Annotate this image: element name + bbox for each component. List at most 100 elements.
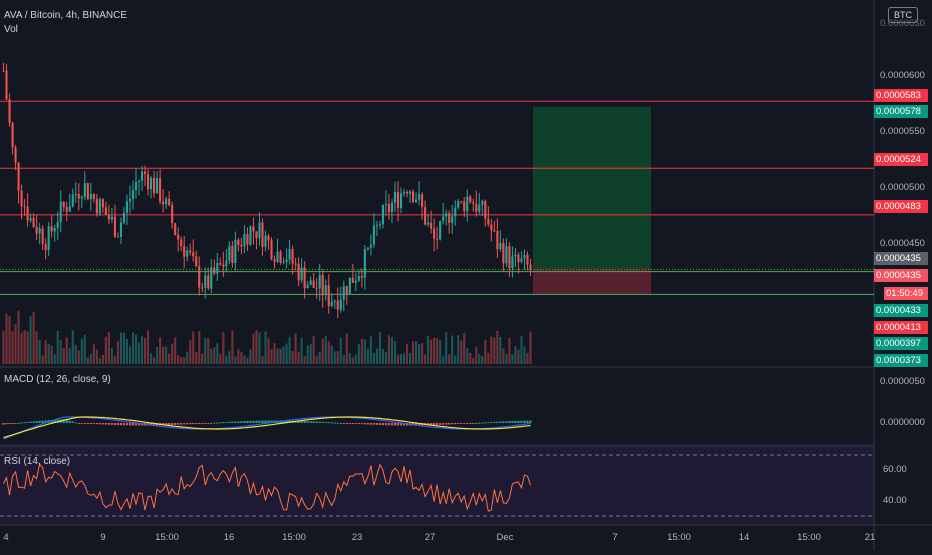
- macd-histogram-bar: [125, 423, 129, 426]
- candle-body: [396, 192, 400, 208]
- macd-histogram-bar: [366, 423, 369, 425]
- candle-body: [231, 245, 234, 263]
- volume-label[interactable]: Vol: [4, 24, 18, 35]
- macd-histogram-bar: [360, 423, 363, 425]
- volume-bar: [177, 355, 180, 364]
- macd-histogram-bar: [104, 423, 107, 425]
- candle-body: [101, 199, 104, 208]
- volume-bar: [445, 332, 448, 364]
- volume-bar: [14, 324, 17, 364]
- macd-histogram-bar: [330, 422, 333, 424]
- macd-histogram-bar: [508, 421, 511, 423]
- volume-bar: [92, 344, 95, 364]
- candle-body: [258, 222, 261, 238]
- macd-histogram-bar: [74, 422, 77, 424]
- macd-histogram-bar: [526, 420, 529, 423]
- candle-body: [517, 254, 520, 263]
- macd-label[interactable]: MACD (12, 26, close, 9): [4, 374, 111, 385]
- macd-histogram-bar: [207, 423, 210, 424]
- candle-body: [345, 286, 348, 295]
- rsi-label[interactable]: RSI (14, close): [4, 456, 71, 467]
- candle-body: [104, 207, 107, 215]
- stop-zone: [533, 268, 651, 295]
- time-tick: 15:00: [155, 532, 179, 543]
- volume-bar: [523, 346, 526, 364]
- macd-histogram-bar: [466, 423, 469, 424]
- volume-bar: [159, 337, 162, 364]
- candle-body: [219, 263, 222, 265]
- volume-bar: [89, 353, 92, 364]
- volume-bar: [439, 340, 442, 364]
- price-label-397: 0.0000397: [874, 337, 928, 350]
- volume-bar: [415, 341, 418, 364]
- candle-body: [273, 258, 276, 262]
- macd-histogram-bar: [113, 423, 116, 425]
- candle-body: [294, 263, 297, 265]
- volume-bar: [2, 331, 5, 364]
- macd-histogram-bar: [469, 423, 472, 424]
- macd-histogram-bar: [17, 422, 20, 424]
- candle-body: [502, 243, 505, 264]
- macd-histogram-bar: [198, 423, 201, 424]
- candle-body: [116, 236, 119, 238]
- volume-bar: [354, 354, 357, 364]
- price-tick: 0.0000550: [880, 126, 925, 137]
- macd-histogram-bar: [430, 423, 433, 426]
- candle-body: [478, 204, 481, 212]
- candle-body: [363, 249, 366, 278]
- candle-body: [490, 224, 493, 231]
- macd-histogram-bar: [53, 419, 56, 423]
- candle-body: [529, 264, 532, 270]
- candle-body: [41, 228, 44, 244]
- volume-bar: [502, 348, 505, 364]
- candle-body: [300, 267, 303, 281]
- volume-bar: [309, 344, 312, 364]
- macd-histogram-bar: [490, 422, 493, 424]
- candle-body: [333, 300, 336, 302]
- volume-bar: [62, 347, 65, 364]
- volume-bar: [240, 351, 243, 364]
- volume-bar: [529, 331, 532, 364]
- macd-histogram-bar: [433, 423, 436, 426]
- macd-histogram-bar: [436, 423, 439, 425]
- candle-body: [282, 262, 285, 264]
- symbol-title[interactable]: AVA / Bitcoin, 4h, BINANCE: [4, 10, 128, 21]
- candle-body: [92, 193, 95, 199]
- currency-badge[interactable]: BTC: [888, 7, 918, 23]
- candle-body: [261, 222, 264, 248]
- candle-body: [285, 259, 288, 263]
- volume-bar: [216, 343, 219, 364]
- macd-histogram-bar: [83, 423, 86, 424]
- candle-body: [460, 201, 463, 203]
- candle-body: [137, 180, 141, 183]
- macd-histogram-bar: [514, 420, 517, 423]
- rsi-line: [3, 462, 531, 512]
- volume-bar: [20, 332, 23, 364]
- candle-body: [427, 222, 430, 225]
- candle-body: [47, 226, 50, 251]
- candle-body: [177, 234, 180, 240]
- volume-bar: [47, 344, 50, 364]
- volume-bar: [378, 332, 381, 364]
- candle-body: [484, 200, 487, 219]
- volume-bar: [345, 333, 348, 364]
- macd-histogram-bar: [393, 423, 397, 426]
- volume-bar: [387, 335, 391, 364]
- volume-bar: [490, 336, 493, 364]
- candle-body: [411, 191, 415, 203]
- candle-body: [14, 147, 17, 163]
- macd-histogram-bar: [44, 420, 47, 423]
- candle-body: [454, 207, 457, 217]
- volume-bar: [201, 353, 204, 364]
- rsi-pane-bg: [0, 444, 874, 524]
- macd-histogram-bar: [264, 420, 267, 423]
- candle-body: [65, 207, 68, 212]
- candle-body: [26, 206, 29, 221]
- volume-bar: [330, 345, 333, 364]
- macd-histogram-bar: [116, 423, 119, 426]
- macd-histogram-bar: [225, 422, 228, 424]
- volume-bar: [110, 347, 113, 364]
- volume-bar: [396, 354, 400, 364]
- volume-bar: [454, 355, 457, 364]
